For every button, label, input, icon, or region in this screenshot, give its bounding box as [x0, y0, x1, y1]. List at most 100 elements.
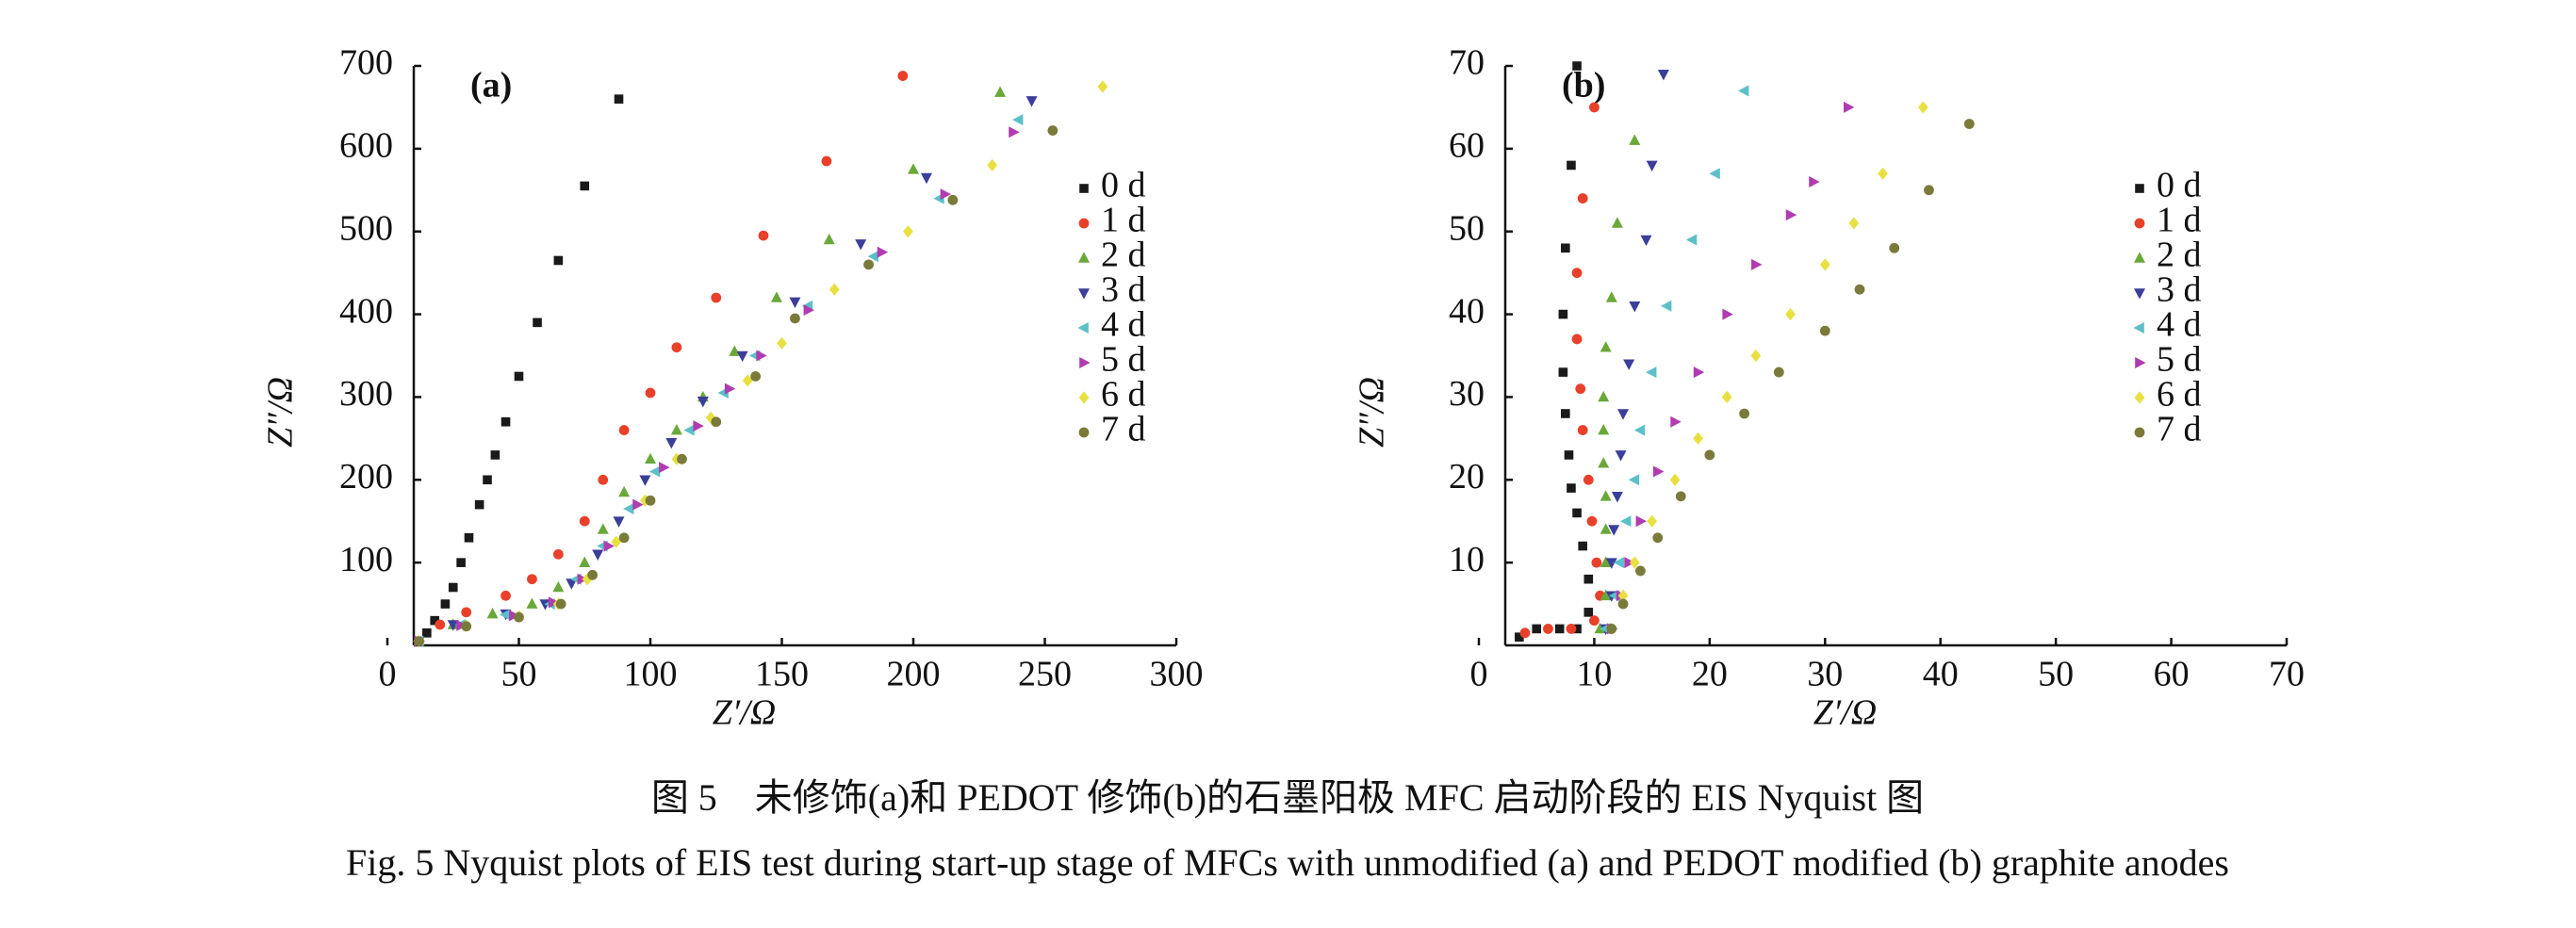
point	[1605, 291, 1617, 302]
point	[648, 465, 661, 478]
point	[855, 239, 867, 251]
point	[552, 580, 565, 593]
point	[440, 599, 451, 609]
x-tick-label: 50	[501, 655, 537, 694]
legend-label: 1 d	[2157, 201, 2202, 240]
point	[1611, 492, 1623, 503]
point	[736, 350, 748, 363]
legend-label: 2 d	[1101, 236, 1146, 275]
legend-marker	[2135, 184, 2144, 193]
point	[1566, 624, 1577, 634]
point	[671, 342, 682, 353]
legend-marker	[1079, 184, 1089, 193]
point	[1583, 574, 1594, 584]
point	[613, 516, 625, 528]
point	[829, 283, 840, 296]
point	[1515, 632, 1524, 643]
point	[1709, 168, 1720, 180]
point	[1025, 96, 1038, 107]
point	[940, 188, 952, 201]
point	[1924, 185, 1934, 196]
point	[1785, 209, 1797, 221]
legend-marker	[2134, 218, 2145, 229]
point	[1628, 474, 1640, 486]
point	[1721, 390, 1732, 404]
y-tick-label: 40	[1449, 291, 1485, 331]
point	[1750, 349, 1762, 363]
point	[987, 158, 998, 172]
legend-label: 0 d	[1101, 166, 1146, 205]
point	[903, 225, 913, 238]
point	[729, 345, 741, 356]
legend-label: 1 d	[1101, 201, 1146, 240]
point	[598, 474, 609, 485]
legend-label: 4 d	[2157, 305, 2202, 345]
point	[1558, 309, 1568, 319]
point	[1598, 390, 1610, 402]
point	[632, 498, 644, 511]
point	[1633, 424, 1646, 436]
point	[683, 424, 695, 436]
point	[618, 485, 631, 497]
legend-marker	[1079, 357, 1091, 368]
point	[1669, 473, 1681, 486]
point	[1773, 366, 1784, 378]
point	[645, 452, 656, 464]
y-tick-label: 700	[339, 43, 393, 83]
point	[579, 556, 591, 567]
point	[705, 411, 716, 424]
legend-label: 6 d	[2157, 375, 2202, 415]
point	[1647, 514, 1658, 528]
legend-marker	[1078, 288, 1090, 300]
point	[1917, 101, 1928, 114]
y-tick-label: 20	[1449, 457, 1485, 497]
point	[614, 94, 624, 104]
point	[490, 450, 500, 460]
point	[1635, 515, 1647, 528]
point	[823, 233, 835, 245]
point	[1605, 558, 1617, 569]
y-tick-label: 60	[1449, 126, 1485, 166]
legend-marker	[1078, 427, 1090, 438]
y-tick-label: 50	[1449, 208, 1485, 248]
point	[897, 71, 909, 81]
point	[514, 611, 524, 623]
point	[430, 615, 440, 626]
legend-label: 7 d	[2157, 410, 2202, 449]
point	[994, 86, 1007, 97]
legend-label: 0 d	[2157, 166, 2202, 205]
panel-label: (b)	[1562, 66, 1605, 106]
point	[756, 350, 767, 362]
point	[1583, 474, 1594, 485]
point	[1617, 598, 1629, 610]
point	[514, 371, 524, 382]
point	[1577, 425, 1588, 435]
legend-marker	[2133, 322, 2144, 334]
point	[580, 181, 590, 191]
caption-en: Fig. 5 Nyquist plots of EIS test during …	[346, 841, 2229, 884]
point	[414, 636, 424, 647]
point	[645, 495, 656, 506]
point	[527, 574, 537, 585]
point	[1785, 307, 1796, 321]
x-tick-label: 150	[755, 655, 809, 694]
x-tick-label: 40	[1923, 655, 1959, 694]
legend-marker	[2134, 288, 2145, 300]
point	[1675, 491, 1686, 502]
y-tick-label: 500	[339, 208, 393, 248]
point	[1598, 423, 1610, 435]
point	[790, 313, 800, 324]
point	[461, 621, 472, 632]
point	[1572, 624, 1582, 634]
y-tick-label: 300	[339, 374, 393, 414]
legend-marker	[2134, 391, 2145, 404]
point	[1657, 69, 1669, 81]
x-tick-label: 50	[2038, 655, 2074, 694]
point	[821, 155, 832, 167]
point	[1589, 615, 1600, 627]
point	[750, 371, 761, 382]
point	[1629, 556, 1640, 569]
point	[579, 515, 590, 527]
point	[1578, 541, 1587, 551]
point	[1606, 624, 1617, 634]
